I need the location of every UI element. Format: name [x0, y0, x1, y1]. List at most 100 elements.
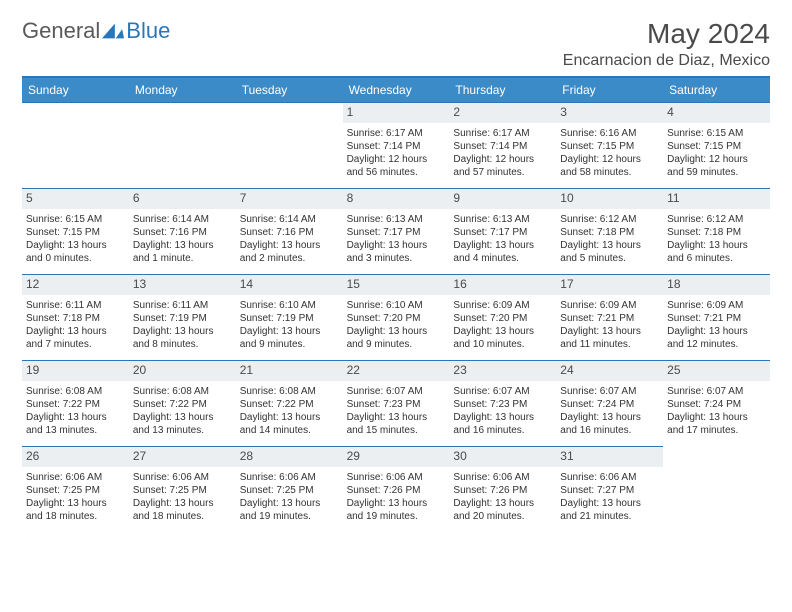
sunrise-line: Sunrise: 6:15 AM [667, 127, 766, 140]
sunset-line: Sunset: 7:16 PM [240, 226, 339, 239]
day-cell: 28Sunrise: 6:06 AMSunset: 7:25 PMDayligh… [236, 446, 343, 532]
sunset-line: Sunset: 7:22 PM [133, 398, 232, 411]
daylight-line: Daylight: 13 hours and 17 minutes. [667, 411, 766, 437]
sunrise-line: Sunrise: 6:12 AM [560, 213, 659, 226]
day-cell: 10Sunrise: 6:12 AMSunset: 7:18 PMDayligh… [556, 188, 663, 274]
sunset-line: Sunset: 7:23 PM [453, 398, 552, 411]
sunrise-line: Sunrise: 6:07 AM [347, 385, 446, 398]
day-number: 18 [663, 275, 770, 295]
sunrise-line: Sunrise: 6:06 AM [560, 471, 659, 484]
logo: General Blue [22, 18, 170, 44]
daylight-line: Daylight: 12 hours and 56 minutes. [347, 153, 446, 179]
weekday-header: Monday [129, 78, 236, 102]
weekday-header: Tuesday [236, 78, 343, 102]
day-cell: 20Sunrise: 6:08 AMSunset: 7:22 PMDayligh… [129, 360, 236, 446]
sunrise-line: Sunrise: 6:06 AM [133, 471, 232, 484]
sunrise-line: Sunrise: 6:11 AM [26, 299, 125, 312]
sunset-line: Sunset: 7:15 PM [667, 140, 766, 153]
sunrise-line: Sunrise: 6:13 AM [347, 213, 446, 226]
month-title: May 2024 [563, 18, 770, 50]
calendar-grid: SundayMondayTuesdayWednesdayThursdayFrid… [22, 76, 770, 532]
sunset-line: Sunset: 7:20 PM [347, 312, 446, 325]
daylight-line: Daylight: 13 hours and 3 minutes. [347, 239, 446, 265]
day-cell: 3Sunrise: 6:16 AMSunset: 7:15 PMDaylight… [556, 102, 663, 188]
sunset-line: Sunset: 7:19 PM [240, 312, 339, 325]
day-cell: 31Sunrise: 6:06 AMSunset: 7:27 PMDayligh… [556, 446, 663, 532]
daylight-line: Daylight: 13 hours and 18 minutes. [133, 497, 232, 523]
sunrise-line: Sunrise: 6:08 AM [133, 385, 232, 398]
day-cell: 27Sunrise: 6:06 AMSunset: 7:25 PMDayligh… [129, 446, 236, 532]
daylight-line: Daylight: 13 hours and 19 minutes. [347, 497, 446, 523]
day-number: 11 [663, 189, 770, 209]
sunrise-line: Sunrise: 6:07 AM [453, 385, 552, 398]
sunrise-line: Sunrise: 6:13 AM [453, 213, 552, 226]
day-number: 17 [556, 275, 663, 295]
sunrise-line: Sunrise: 6:10 AM [240, 299, 339, 312]
sunset-line: Sunset: 7:22 PM [26, 398, 125, 411]
weekday-header: Wednesday [343, 78, 450, 102]
day-cell: 23Sunrise: 6:07 AMSunset: 7:23 PMDayligh… [449, 360, 556, 446]
daylight-line: Daylight: 13 hours and 15 minutes. [347, 411, 446, 437]
day-number: 15 [343, 275, 450, 295]
day-cell: 13Sunrise: 6:11 AMSunset: 7:19 PMDayligh… [129, 274, 236, 360]
sunset-line: Sunset: 7:17 PM [347, 226, 446, 239]
header: General Blue May 2024 Encarnacion de Dia… [22, 18, 770, 70]
sunset-line: Sunset: 7:25 PM [133, 484, 232, 497]
sunrise-line: Sunrise: 6:06 AM [347, 471, 446, 484]
sunset-line: Sunset: 7:20 PM [453, 312, 552, 325]
sunrise-line: Sunrise: 6:17 AM [347, 127, 446, 140]
daylight-line: Daylight: 13 hours and 1 minute. [133, 239, 232, 265]
day-number: 2 [449, 103, 556, 123]
day-cell: 24Sunrise: 6:07 AMSunset: 7:24 PMDayligh… [556, 360, 663, 446]
day-cell: 15Sunrise: 6:10 AMSunset: 7:20 PMDayligh… [343, 274, 450, 360]
day-number: 25 [663, 361, 770, 381]
weekday-header: Thursday [449, 78, 556, 102]
daylight-line: Daylight: 13 hours and 14 minutes. [240, 411, 339, 437]
daylight-line: Daylight: 13 hours and 5 minutes. [560, 239, 659, 265]
sunset-line: Sunset: 7:27 PM [560, 484, 659, 497]
daylight-line: Daylight: 13 hours and 13 minutes. [26, 411, 125, 437]
day-number: 23 [449, 361, 556, 381]
day-cell: 19Sunrise: 6:08 AMSunset: 7:22 PMDayligh… [22, 360, 129, 446]
sunset-line: Sunset: 7:16 PM [133, 226, 232, 239]
day-number: 9 [449, 189, 556, 209]
day-number: 31 [556, 447, 663, 467]
weekday-header: Saturday [663, 78, 770, 102]
logo-triangle-icon [102, 23, 124, 39]
day-cell: 7Sunrise: 6:14 AMSunset: 7:16 PMDaylight… [236, 188, 343, 274]
empty-cell [129, 102, 236, 188]
day-number: 3 [556, 103, 663, 123]
sunrise-line: Sunrise: 6:11 AM [133, 299, 232, 312]
daylight-line: Daylight: 13 hours and 20 minutes. [453, 497, 552, 523]
day-number: 1 [343, 103, 450, 123]
day-cell: 21Sunrise: 6:08 AMSunset: 7:22 PMDayligh… [236, 360, 343, 446]
day-number: 5 [22, 189, 129, 209]
day-cell: 5Sunrise: 6:15 AMSunset: 7:15 PMDaylight… [22, 188, 129, 274]
sunrise-line: Sunrise: 6:07 AM [560, 385, 659, 398]
daylight-line: Daylight: 13 hours and 12 minutes. [667, 325, 766, 351]
sunset-line: Sunset: 7:18 PM [560, 226, 659, 239]
sunrise-line: Sunrise: 6:07 AM [667, 385, 766, 398]
day-number: 8 [343, 189, 450, 209]
sunrise-line: Sunrise: 6:09 AM [453, 299, 552, 312]
sunset-line: Sunset: 7:26 PM [453, 484, 552, 497]
day-cell: 16Sunrise: 6:09 AMSunset: 7:20 PMDayligh… [449, 274, 556, 360]
day-cell: 25Sunrise: 6:07 AMSunset: 7:24 PMDayligh… [663, 360, 770, 446]
day-cell: 6Sunrise: 6:14 AMSunset: 7:16 PMDaylight… [129, 188, 236, 274]
daylight-line: Daylight: 13 hours and 0 minutes. [26, 239, 125, 265]
empty-cell [22, 102, 129, 188]
daylight-line: Daylight: 12 hours and 58 minutes. [560, 153, 659, 179]
daylight-line: Daylight: 13 hours and 11 minutes. [560, 325, 659, 351]
daylight-line: Daylight: 13 hours and 8 minutes. [133, 325, 232, 351]
sunrise-line: Sunrise: 6:08 AM [26, 385, 125, 398]
day-number: 24 [556, 361, 663, 381]
day-cell: 1Sunrise: 6:17 AMSunset: 7:14 PMDaylight… [343, 102, 450, 188]
day-number: 29 [343, 447, 450, 467]
logo-text-1: General [22, 18, 100, 44]
sunset-line: Sunset: 7:21 PM [560, 312, 659, 325]
day-number: 7 [236, 189, 343, 209]
sunset-line: Sunset: 7:17 PM [453, 226, 552, 239]
daylight-line: Daylight: 13 hours and 13 minutes. [133, 411, 232, 437]
day-number: 22 [343, 361, 450, 381]
day-cell: 14Sunrise: 6:10 AMSunset: 7:19 PMDayligh… [236, 274, 343, 360]
